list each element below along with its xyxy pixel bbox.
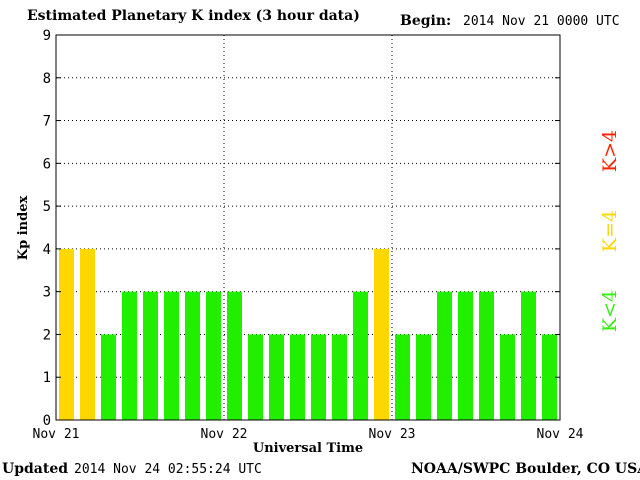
updated-label: Updated (2, 461, 69, 477)
kp-bar (164, 291, 179, 420)
legend-k-less-4: K<4 (599, 289, 622, 333)
kp-bar (542, 334, 557, 420)
kp-bar (479, 291, 494, 420)
kp-bar (416, 334, 431, 420)
y-tick-label: 2 (43, 327, 51, 343)
legend-k-greater-4: K>4 (599, 129, 622, 173)
y-tick-label: 1 (43, 370, 51, 386)
updated-timestamp: 2014 Nov 24 02:55:24 UTC (74, 462, 262, 477)
x-tick-label: Nov 23 (369, 427, 416, 442)
x-tick-label: Nov 22 (201, 427, 248, 442)
kp-bar (437, 291, 452, 420)
begin-label: Begin: (400, 13, 452, 29)
kp-bar (59, 248, 74, 420)
kp-bar (374, 248, 389, 420)
kp-bar (80, 248, 95, 420)
axis-ticks: 0 1 2 3 4 5 6 7 8 9 Nov 21 Nov 22 Nov 23 Nov 24 (33, 28, 584, 442)
y-tick-label: 5 (43, 199, 51, 215)
y-tick-label: 6 (43, 156, 51, 172)
kp-bar (227, 291, 242, 420)
y-axis-label: Kp index (16, 196, 31, 261)
kp-bar (395, 334, 410, 420)
kp-bar (185, 291, 200, 420)
y-tick-label: 8 (43, 71, 51, 87)
kp-bar (269, 334, 284, 420)
y-tick-label: 4 (43, 242, 51, 258)
kp-bar (206, 291, 221, 420)
chart-title: Estimated Planetary K index (3 hour data… (27, 8, 360, 24)
kp-bar (332, 334, 347, 420)
kp-bar (290, 334, 305, 420)
kp-bar (248, 334, 263, 420)
y-tick-label: 0 (43, 413, 51, 429)
y-tick-label: 9 (43, 28, 51, 44)
kp-bar (500, 334, 515, 420)
plot-frame (55, 34, 561, 421)
grid-lines (56, 35, 560, 420)
x-tick-label: Nov 24 (537, 427, 584, 442)
begin-value: 2014 Nov 21 0000 UTC (463, 14, 620, 29)
y-tick-label: 3 (43, 285, 51, 301)
kp-bar (353, 291, 368, 420)
kp-bar (521, 291, 536, 420)
bars (59, 248, 557, 420)
x-tick-label: Nov 21 (33, 427, 80, 442)
kp-bar (143, 291, 158, 420)
source-credit: NOAA/SWPC Boulder, CO USA (411, 461, 640, 477)
legend-k-equal-4: K=4 (599, 209, 622, 253)
kp-bar (311, 334, 326, 420)
y-tick-label: 7 (43, 114, 51, 130)
kp-bar (101, 334, 116, 420)
kp-bar (122, 291, 137, 420)
kp-bar (458, 291, 473, 420)
x-axis-label: Universal Time (253, 441, 363, 456)
